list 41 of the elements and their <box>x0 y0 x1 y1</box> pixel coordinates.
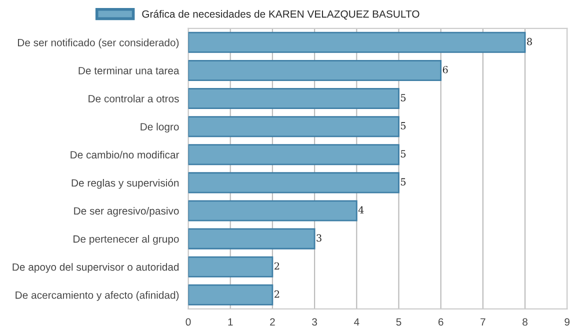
bar <box>188 88 400 110</box>
legend-label: Gráfica de necesidades de KAREN VELAZQUEZ BASULTO <box>142 10 420 20</box>
data-label: 8 <box>527 38 532 46</box>
x-tick-label: 5 <box>396 318 402 326</box>
bar <box>188 172 400 194</box>
x-tick-label: 3 <box>312 318 317 326</box>
y-tick-label: De apoyo del supervisor o autoridad <box>12 263 179 273</box>
data-label: 4 <box>358 206 364 214</box>
x-tick-label: 7 <box>480 318 486 326</box>
x-tick-label: 8 <box>522 318 528 326</box>
x-tick-label: 2 <box>270 318 275 326</box>
data-label: 2 <box>274 290 280 298</box>
x-tick-label: 6 <box>438 318 444 326</box>
bar <box>188 32 526 53</box>
data-label: 6 <box>442 66 448 74</box>
y-tick-label: De logro <box>140 122 179 133</box>
bar <box>188 200 358 222</box>
bar <box>188 284 274 306</box>
x-tick-label: 1 <box>228 318 233 326</box>
x-tick-label: 9 <box>564 318 570 326</box>
y-tick-label: De ser agresivo/pasivo <box>74 206 179 217</box>
bar <box>188 116 400 138</box>
data-label: 5 <box>400 122 406 130</box>
data-label: 5 <box>400 150 406 158</box>
bar <box>188 228 316 250</box>
data-label: 5 <box>400 94 406 102</box>
bar <box>188 256 274 278</box>
y-tick-label: De controlar a otros <box>88 94 179 102</box>
bar <box>188 60 442 81</box>
y-tick-label: De terminar una tarea <box>78 66 180 74</box>
data-label: 5 <box>400 178 406 186</box>
y-tick-label: De cambio/no modificar <box>70 150 180 159</box>
x-tick-label: 4 <box>354 318 360 326</box>
data-label: 2 <box>274 262 280 270</box>
y-tick-label: De ser notificado (ser considerado) <box>18 38 179 48</box>
y-tick-label: De pertenecer al grupo <box>74 235 179 245</box>
y-tick-label: De reglas y supervisión <box>72 178 179 189</box>
x-tick-label: 0 <box>186 318 191 326</box>
bar <box>188 144 400 166</box>
y-tick-label: De acercamiento y afecto (afinidad) <box>16 291 179 301</box>
data-label: 3 <box>316 234 322 242</box>
